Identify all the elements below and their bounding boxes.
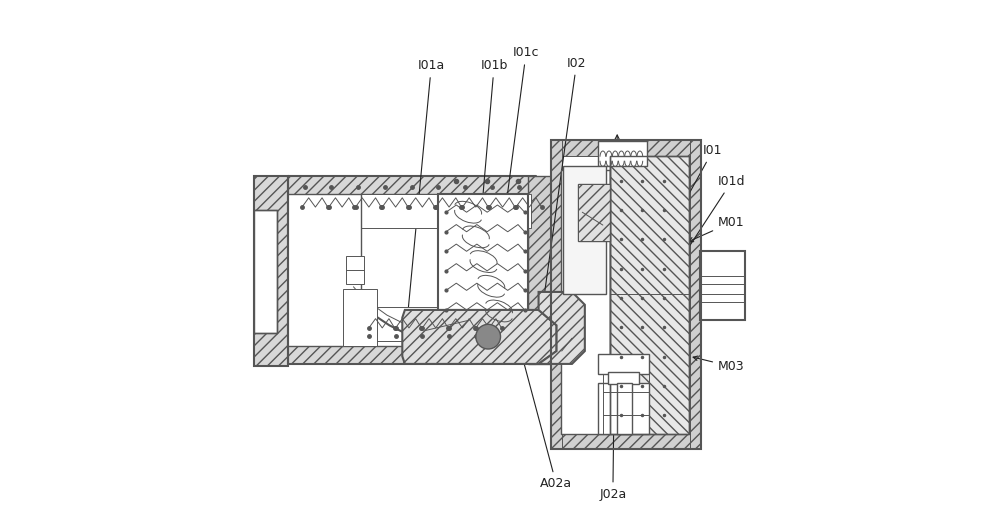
Bar xyxy=(617,383,632,434)
Bar xyxy=(608,372,639,385)
Bar xyxy=(610,156,689,434)
Text: M03: M03 xyxy=(693,356,745,373)
Bar xyxy=(551,140,562,449)
Bar xyxy=(254,210,277,333)
Bar xyxy=(288,346,536,364)
Text: I01: I01 xyxy=(610,144,723,337)
Bar xyxy=(610,156,689,434)
Bar xyxy=(551,140,701,449)
Bar xyxy=(343,290,377,346)
Bar xyxy=(563,166,606,295)
Bar xyxy=(598,141,647,166)
Polygon shape xyxy=(528,176,551,364)
Text: I01d: I01d xyxy=(623,175,746,348)
Bar xyxy=(598,354,649,374)
Text: I02: I02 xyxy=(540,56,586,314)
Bar xyxy=(578,184,610,240)
Bar xyxy=(288,176,536,194)
Polygon shape xyxy=(539,292,585,364)
Bar xyxy=(551,433,701,449)
Bar xyxy=(578,184,610,240)
Text: I01c: I01c xyxy=(488,47,539,332)
Bar xyxy=(361,194,531,227)
Bar xyxy=(361,307,454,341)
Text: A02a: A02a xyxy=(487,229,572,490)
Bar xyxy=(561,170,610,434)
Bar xyxy=(690,140,701,449)
Text: M01: M01 xyxy=(689,216,745,241)
Bar xyxy=(346,256,364,284)
Bar xyxy=(700,251,745,320)
Bar xyxy=(598,383,649,434)
Circle shape xyxy=(476,324,501,349)
Text: J02a: J02a xyxy=(599,135,626,500)
Text: I01a: I01a xyxy=(406,59,445,314)
Bar xyxy=(551,140,701,156)
Text: I01b: I01b xyxy=(470,59,508,322)
Polygon shape xyxy=(402,310,557,364)
Bar xyxy=(254,176,288,367)
Bar xyxy=(438,194,528,330)
